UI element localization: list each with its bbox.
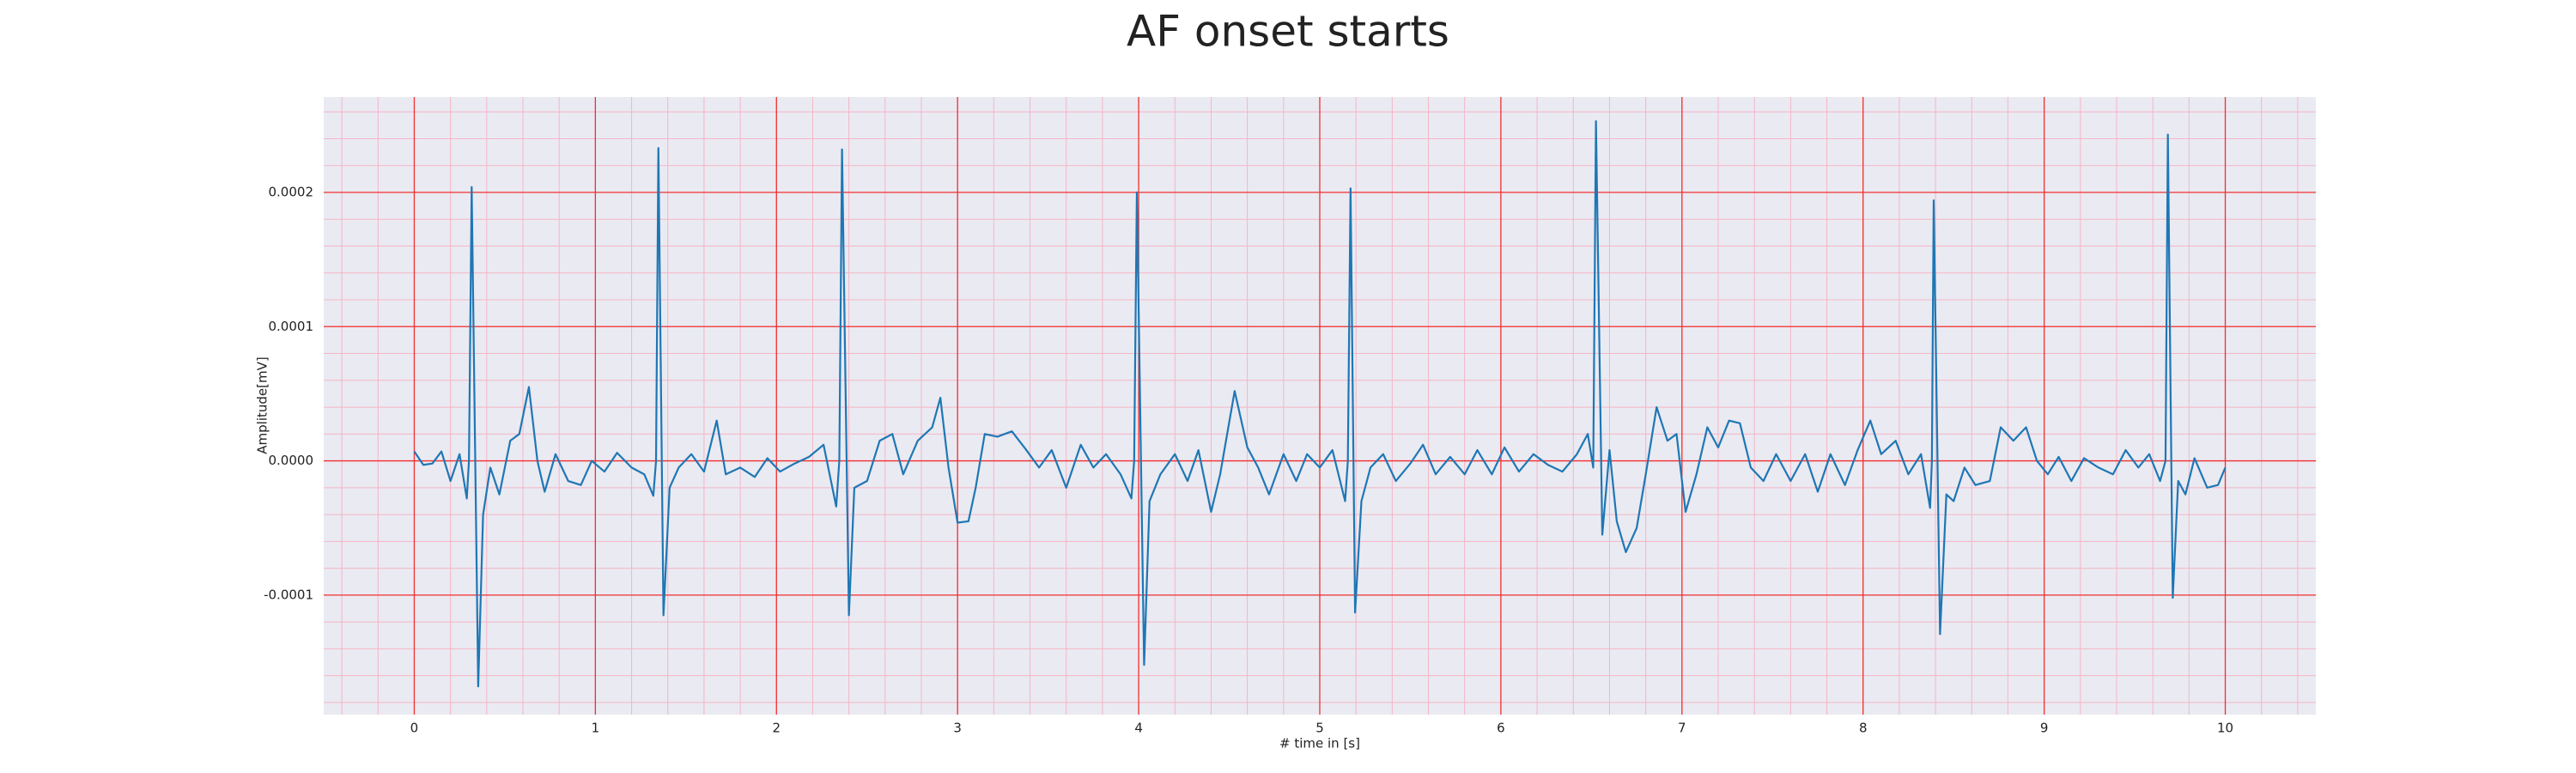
y-tick-label: 0.0000: [269, 453, 314, 468]
y-tick-label: -0.0001: [264, 587, 313, 602]
x-tick-label: 6: [1497, 721, 1505, 736]
y-tick-label: 0.0002: [269, 184, 314, 199]
x-tick-label: 8: [1859, 721, 1868, 736]
x-tick-label: 0: [410, 721, 419, 736]
x-tick-label: 5: [1315, 721, 1324, 736]
x-tick-label: 4: [1134, 721, 1143, 736]
x-tick-label: 7: [1678, 721, 1686, 736]
ecg-line: [413, 120, 2227, 688]
x-tick-label: 1: [592, 721, 600, 736]
x-tick-label: 9: [2040, 721, 2049, 736]
y-axis-label: Amplitude[mV]: [255, 356, 270, 453]
y-tick-label: 0.0001: [269, 319, 314, 334]
x-tick-label: 10: [2217, 721, 2233, 736]
x-tick-label: 3: [953, 721, 962, 736]
chart-title: AF onset starts: [1127, 7, 1449, 57]
x-tick-label: 2: [772, 721, 781, 736]
x-axis-label: # time in [s]: [1279, 736, 1360, 752]
